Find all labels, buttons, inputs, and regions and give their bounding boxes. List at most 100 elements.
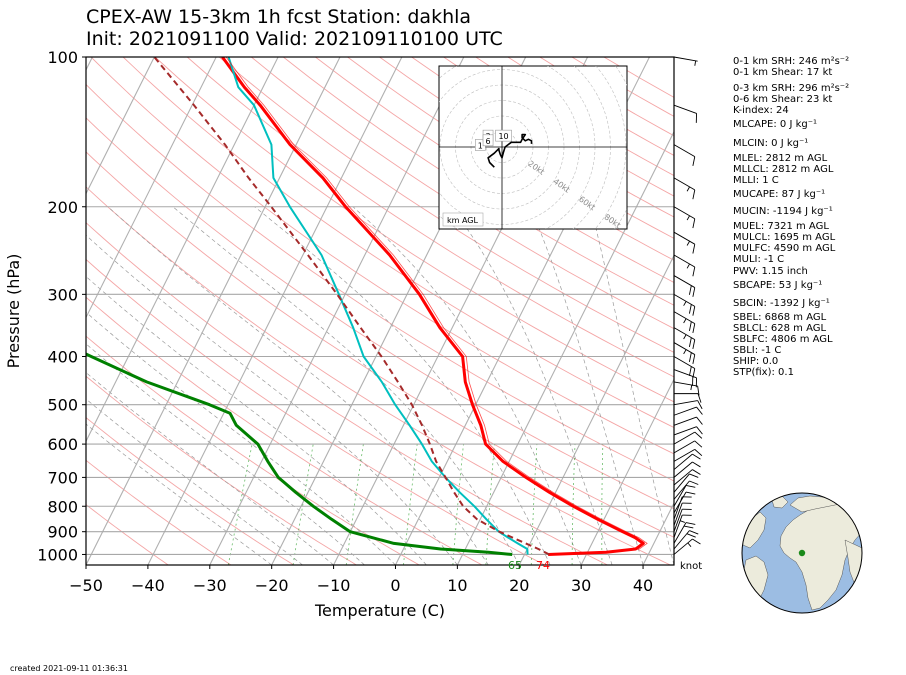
wind-barb bbox=[673, 480, 699, 500]
mixing-ratio-line bbox=[571, 444, 576, 565]
y-tick-label: 1000 bbox=[37, 545, 78, 564]
dry-adiabat-line bbox=[86, 417, 294, 565]
isotherm-line bbox=[580, 378, 674, 565]
station-location-globe bbox=[741, 492, 863, 614]
wind-barb bbox=[673, 177, 696, 200]
dry-adiabat-line bbox=[186, 57, 674, 378]
mixing-ratio-line bbox=[292, 444, 314, 565]
index-k-index: K-index: 24 bbox=[733, 105, 789, 117]
dewpoint-profile-line bbox=[86, 352, 513, 556]
temperature-profile-line bbox=[221, 57, 645, 556]
moist-adiabat-line bbox=[450, 206, 613, 565]
hodograph-height-label: 6 bbox=[482, 134, 494, 147]
isotherm-line bbox=[86, 57, 155, 195]
y-tick-label: 900 bbox=[47, 523, 78, 542]
index-sbli: SBLI: -1 C bbox=[733, 345, 782, 357]
wind-barb bbox=[673, 327, 696, 350]
mixing-ratio-line bbox=[601, 444, 604, 565]
x-tick-label: 30 bbox=[571, 576, 591, 595]
dry-adiabat-line bbox=[86, 151, 674, 538]
moist-adiabat-line bbox=[254, 206, 551, 565]
index-mlli: MLLI: 1 C bbox=[733, 174, 779, 186]
index-mulcl: MULCL: 1695 m AGL bbox=[733, 232, 836, 244]
index-srh-0-3: 0-3 km SRH: 296 m²s⁻² bbox=[733, 83, 850, 95]
index-srh-0-1: 0-1 km SRH: 246 m²s⁻² bbox=[733, 56, 850, 67]
y-tick-label: 700 bbox=[47, 468, 78, 487]
index-mulfc: MULFC: 4590 m AGL bbox=[733, 243, 836, 255]
wind-barb bbox=[673, 369, 698, 388]
moist-adiabat-line bbox=[529, 206, 644, 565]
index-mlel: MLEL: 2812 m AGL bbox=[733, 152, 828, 164]
x-tick-label: 20 bbox=[509, 576, 529, 595]
wind-barb bbox=[673, 311, 696, 334]
wind-barb bbox=[673, 485, 696, 507]
station-marker bbox=[798, 549, 806, 557]
moist-adiabat-line bbox=[590, 206, 674, 565]
y-axis-label: Pressure (hPa) bbox=[4, 254, 23, 369]
x-tick-label: −50 bbox=[69, 576, 103, 595]
wind-barb bbox=[673, 406, 703, 416]
dry-adiabat-line bbox=[283, 57, 674, 306]
svg-text:km AGL: km AGL bbox=[447, 216, 479, 225]
dry-adiabat-line bbox=[218, 57, 674, 353]
index-sbcape: SBCAPE: 53 J kg⁻¹ bbox=[733, 279, 823, 291]
wind-barb bbox=[673, 254, 696, 277]
mixing-ratio-line bbox=[345, 444, 364, 565]
wind-barb bbox=[673, 56, 698, 66]
moist-adiabat-line bbox=[352, 206, 582, 565]
wind-units-label: knot bbox=[680, 561, 702, 572]
index-mucin: MUCIN: -1194 J kg⁻¹ bbox=[733, 206, 833, 218]
moist-adiabat-line bbox=[86, 372, 334, 565]
index-sbel: SBEL: 6868 m AGL bbox=[733, 311, 827, 323]
isotherm-line bbox=[86, 57, 279, 443]
isotherm-line bbox=[456, 130, 674, 565]
created-timestamp: created 2021-09-11 01:36:31 bbox=[10, 664, 128, 673]
wind-barb bbox=[673, 275, 696, 297]
svg-text:6: 6 bbox=[486, 137, 491, 146]
index-sblfc: SBLFC: 4806 m AGL bbox=[733, 333, 833, 345]
index-shear-0-6: 0-6 km Shear: 23 kt bbox=[733, 94, 833, 106]
dry-adiabat-line bbox=[251, 57, 674, 330]
dry-adiabat-line bbox=[86, 222, 608, 565]
x-tick-label: 40 bbox=[633, 576, 653, 595]
dry-adiabat-line bbox=[86, 504, 169, 565]
wind-barb bbox=[673, 144, 696, 166]
svg-text:10: 10 bbox=[498, 132, 508, 141]
globe-outline bbox=[741, 492, 863, 614]
x-tick-label: −30 bbox=[193, 576, 227, 595]
index-muli: MULI: -1 C bbox=[733, 254, 785, 266]
wind-barb bbox=[673, 491, 696, 514]
mixing-ratio-line bbox=[228, 444, 253, 565]
x-tick-label: −20 bbox=[255, 576, 289, 595]
y-tick-label: 200 bbox=[47, 198, 78, 217]
index-mucape: MUCAPE: 87 J kg⁻¹ bbox=[733, 188, 826, 200]
y-tick-label: 500 bbox=[47, 396, 78, 415]
wind-barb bbox=[673, 400, 703, 410]
dry-adiabat-line bbox=[154, 57, 674, 403]
mixing-ratio-line bbox=[530, 444, 538, 565]
surface-temperature-label: 74 bbox=[536, 559, 550, 572]
dry-adiabat-line bbox=[86, 258, 545, 565]
moist-adiabat-line bbox=[86, 398, 303, 565]
moist-adiabat-line bbox=[86, 423, 272, 565]
wind-barb bbox=[673, 206, 696, 229]
wind-barb bbox=[673, 461, 701, 478]
wind-barb bbox=[673, 231, 696, 254]
index-mlcin: MLCIN: 0 J kg⁻¹ bbox=[733, 137, 809, 149]
wind-barb bbox=[673, 522, 696, 544]
dry-adiabat-line bbox=[86, 117, 674, 510]
wind-barb bbox=[673, 293, 696, 316]
index-stp: STP(fix): 0.1 bbox=[733, 367, 794, 379]
index-shear-0-1: 0-1 km Shear: 17 kt bbox=[733, 67, 833, 79]
wind-barb bbox=[673, 356, 696, 378]
wind-barb bbox=[673, 381, 700, 396]
dry-adiabat-line bbox=[122, 57, 674, 429]
sounding-indices-panel: 0-1 km SRH: 246 m²s⁻² 0-1 km Shear: 17 k… bbox=[733, 56, 849, 378]
moist-adiabat-line bbox=[86, 234, 458, 565]
wind-barb bbox=[673, 431, 703, 445]
hodograph-height-label: 10 bbox=[495, 129, 512, 142]
mixing-ratio-line bbox=[485, 444, 495, 565]
wind-barb bbox=[673, 508, 692, 532]
isotherm-line bbox=[518, 254, 674, 565]
x-tick-label: 10 bbox=[447, 576, 467, 595]
